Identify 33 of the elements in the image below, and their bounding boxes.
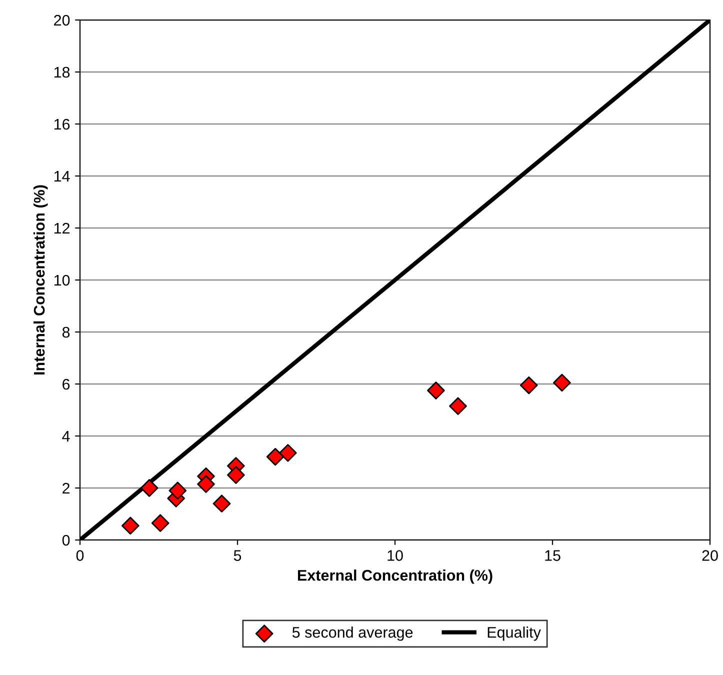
point: [553, 374, 571, 392]
y-tick-label: 16: [54, 118, 70, 130]
point: [227, 466, 245, 484]
point: [266, 448, 284, 466]
point: [168, 482, 187, 500]
x-tick-label: 5: [234, 550, 242, 561]
x-tick-label: 10: [388, 550, 403, 561]
y-tick-label: 14: [54, 171, 70, 182]
point: [151, 514, 170, 532]
point: [520, 376, 538, 394]
y-tick-label: 18: [54, 66, 70, 78]
y-axis-title: Internal Concentration (%): [33, 185, 48, 374]
point: [427, 382, 445, 400]
point: [449, 397, 467, 416]
y-tick-label: 4: [62, 431, 70, 442]
y-tick-label: 0: [62, 534, 70, 546]
point: [140, 479, 158, 497]
y-tick-label: 12: [54, 222, 70, 234]
point: [121, 516, 140, 535]
point: [278, 444, 297, 462]
y-tick-label: 20: [54, 14, 70, 26]
x-axis-title: External Concentration (%): [298, 570, 492, 584]
x-tick-label: 20: [702, 550, 718, 561]
point: [197, 475, 215, 494]
x-tick-label: 0: [76, 550, 84, 561]
legend-label: 5 second average: [292, 626, 413, 641]
legend-label: Equality: [488, 626, 541, 641]
point: [212, 494, 231, 513]
x-tick-label: 15: [545, 550, 560, 561]
y-tick-label: 8: [62, 326, 70, 338]
y-tick-label: 10: [54, 274, 70, 286]
y-tick-label: 6: [62, 378, 70, 390]
y-tick-label: 2: [62, 482, 70, 494]
